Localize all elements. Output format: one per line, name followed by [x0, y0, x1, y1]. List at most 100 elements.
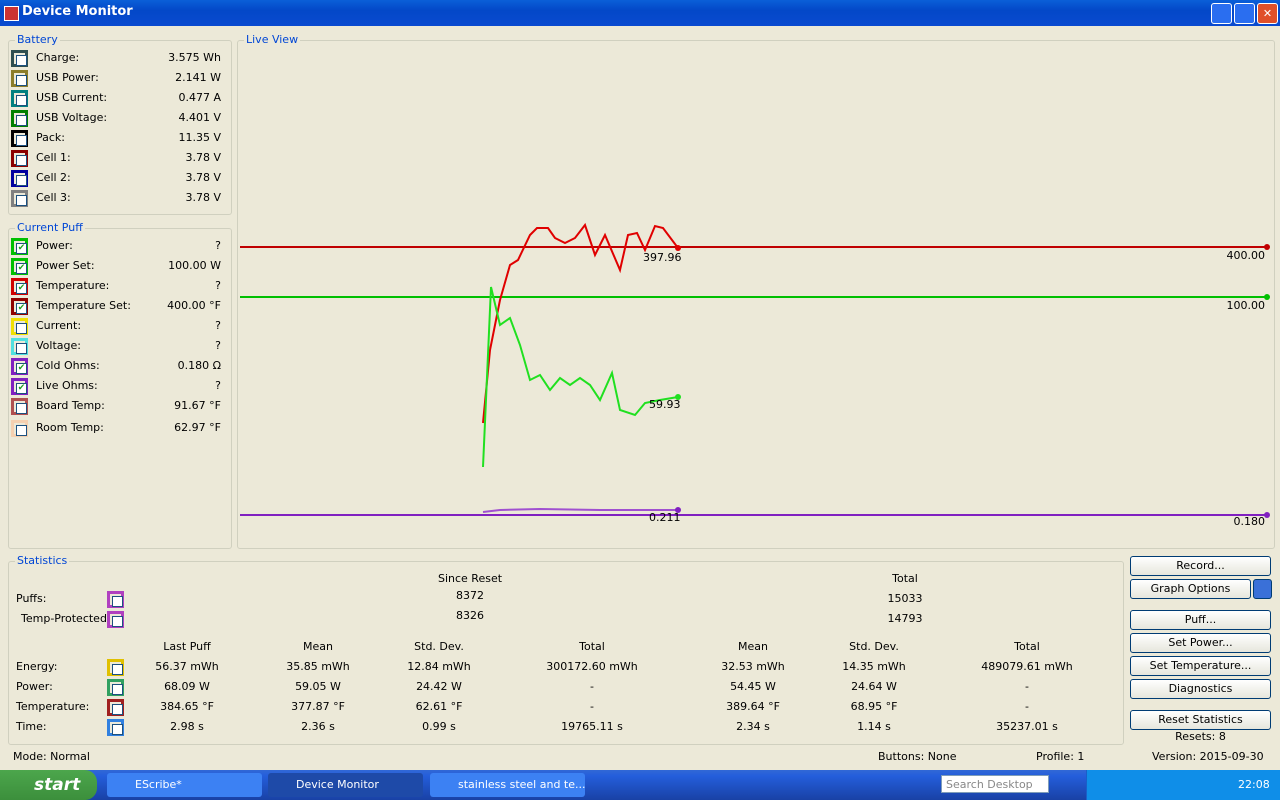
row-label: Board Temp:: [36, 399, 105, 412]
graph-value-label: 0.211: [649, 511, 681, 524]
stat-value: 12.84 mWh: [407, 660, 471, 673]
row-label: USB Voltage:: [36, 111, 108, 124]
row-value: 100.00 W: [168, 259, 221, 272]
row-label: Puffs:: [16, 592, 47, 605]
stat-value: 389.64 °F: [726, 700, 780, 713]
color-swatch[interactable]: [107, 659, 124, 676]
checkbox[interactable]: ✔: [16, 283, 27, 294]
checkbox[interactable]: [16, 115, 27, 126]
button[interactable]: Record...: [1130, 556, 1271, 576]
checkbox[interactable]: [16, 55, 27, 66]
button[interactable]: Graph Options: [1130, 579, 1251, 599]
taskbar-item[interactable]: stainless steel and te...: [430, 773, 586, 797]
status-text: Mode: Normal: [13, 750, 90, 763]
row-value: 3.78 V: [185, 151, 221, 164]
color-swatch[interactable]: ✔: [11, 238, 28, 255]
color-swatch[interactable]: [107, 699, 124, 716]
color-swatch[interactable]: [11, 70, 28, 87]
checkbox[interactable]: [16, 425, 27, 436]
row-label: Room Temp:: [36, 421, 104, 434]
minimize-button[interactable]: [1211, 3, 1232, 24]
row-label: Live Ohms:: [36, 379, 98, 392]
checkbox[interactable]: [16, 175, 27, 186]
color-swatch[interactable]: ✔: [11, 278, 28, 295]
checkbox[interactable]: [16, 323, 27, 334]
checkbox[interactable]: ✔: [16, 303, 27, 314]
color-swatch[interactable]: [11, 90, 28, 107]
column-header: Total: [892, 572, 918, 585]
row-value: 0.180 Ω: [177, 359, 221, 372]
button[interactable]: Reset Statistics: [1130, 710, 1271, 730]
color-swatch[interactable]: [107, 679, 124, 696]
stat-value: 68.95 °F: [850, 700, 898, 713]
button[interactable]: Puff...: [1130, 610, 1271, 630]
checkbox[interactable]: ✔: [16, 383, 27, 394]
stat-value: 2.36 s: [301, 720, 335, 733]
row-value: 91.67 °F: [174, 399, 221, 412]
color-swatch[interactable]: [11, 110, 28, 127]
start-button[interactable]: start: [0, 770, 97, 800]
search-box[interactable]: Search Desktop: [941, 775, 1049, 793]
color-swatch[interactable]: [11, 420, 28, 437]
checkbox[interactable]: ✔: [16, 243, 27, 254]
row-value: 2.141 W: [175, 71, 221, 84]
checkbox[interactable]: [112, 664, 123, 675]
checkbox[interactable]: [16, 403, 27, 414]
checkbox[interactable]: [112, 596, 123, 607]
checkbox[interactable]: [112, 616, 123, 627]
color-swatch[interactable]: ✔: [11, 378, 28, 395]
color-swatch[interactable]: [11, 50, 28, 67]
button[interactable]: Set Temperature...: [1130, 656, 1271, 676]
checkbox[interactable]: ✔: [16, 263, 27, 274]
button[interactable]: Set Power...: [1130, 633, 1271, 653]
checkbox[interactable]: [16, 95, 27, 106]
checkbox[interactable]: [16, 195, 27, 206]
checkbox[interactable]: [112, 684, 123, 695]
row-label: Time:: [16, 720, 47, 733]
color-swatch[interactable]: [107, 591, 124, 608]
row-label: Current:: [36, 319, 82, 332]
color-swatch[interactable]: [107, 719, 124, 736]
row-label: Charge:: [36, 51, 80, 64]
color-swatch[interactable]: [11, 190, 28, 207]
row-label: Power:: [36, 239, 73, 252]
color-swatch[interactable]: [11, 398, 28, 415]
color-swatch[interactable]: [11, 130, 28, 147]
color-swatch[interactable]: ✔: [11, 258, 28, 275]
checkbox[interactable]: [16, 343, 27, 354]
restore-button[interactable]: [1234, 3, 1255, 24]
button[interactable]: Diagnostics: [1130, 679, 1271, 699]
column-header: Mean: [303, 640, 333, 653]
color-swatch[interactable]: ✔: [11, 358, 28, 375]
taskbar-item[interactable]: EScribe*: [107, 773, 262, 797]
stat-value: -: [590, 680, 594, 693]
stat-value: 14.35 mWh: [842, 660, 906, 673]
row-label: Cell 1:: [36, 151, 71, 164]
checkbox[interactable]: ✔: [16, 363, 27, 374]
taskbar-item[interactable]: Device Monitor: [268, 773, 423, 797]
color-swatch[interactable]: [11, 150, 28, 167]
status-text: Buttons: None: [878, 750, 957, 763]
close-button[interactable]: ✕: [1257, 3, 1278, 24]
row-value: 3.575 Wh: [168, 51, 221, 64]
checkbox[interactable]: [16, 155, 27, 166]
color-swatch[interactable]: ✔: [11, 298, 28, 315]
stat-value: 59.05 W: [295, 680, 341, 693]
checkbox[interactable]: [16, 75, 27, 86]
row-value: 400.00 °F: [167, 299, 221, 312]
stat-value: 0.99 s: [422, 720, 456, 733]
stat-value: 19765.11 s: [561, 720, 623, 733]
row-label: USB Current:: [36, 91, 108, 104]
checkbox[interactable]: [112, 704, 123, 715]
column-header: Total: [1014, 640, 1040, 653]
color-swatch[interactable]: [11, 170, 28, 187]
checkbox[interactable]: [16, 135, 27, 146]
color-swatch[interactable]: [11, 318, 28, 335]
color-swatch[interactable]: [107, 611, 124, 628]
checkbox[interactable]: [112, 724, 123, 735]
color-swatch[interactable]: [11, 338, 28, 355]
stat-value: 24.42 W: [416, 680, 462, 693]
pause-button[interactable]: [1253, 579, 1272, 599]
row-value: 11.35 V: [178, 131, 221, 144]
